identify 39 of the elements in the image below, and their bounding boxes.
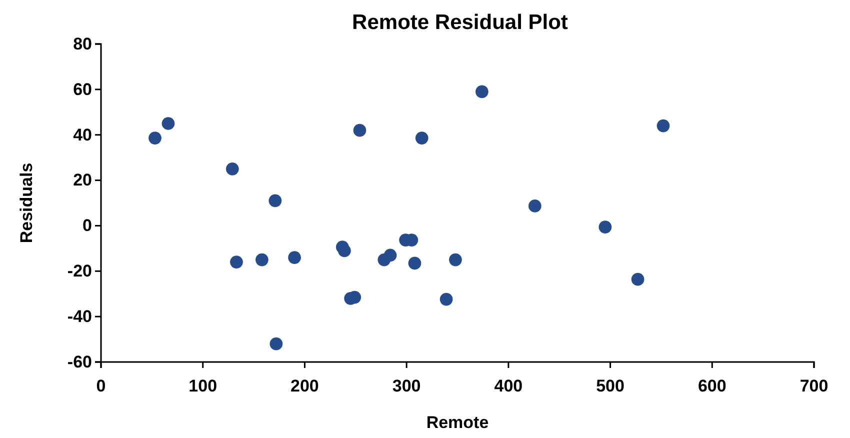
x-tick-label: 700 [800, 376, 828, 396]
y-tick-label: 20 [73, 170, 92, 190]
y-tick-label: -40 [67, 307, 92, 326]
point [528, 200, 542, 212]
y-tick-label: 80 [73, 34, 92, 54]
point [226, 162, 239, 176]
y-tick-label: -60 [67, 352, 92, 372]
x-tick-label: 400 [494, 376, 523, 396]
point [268, 194, 282, 208]
point [476, 85, 488, 98]
x-tick-label: 0 [96, 376, 106, 396]
x-tick-label: 500 [596, 376, 624, 396]
y-tick-label: 0 [82, 216, 92, 236]
y-tick-label: 60 [73, 80, 92, 99]
y-axis-title: Residuals [17, 162, 36, 244]
x-tick-label: 600 [698, 376, 726, 396]
x-tick-label: 100 [188, 376, 218, 396]
point [353, 124, 366, 137]
point [230, 256, 243, 268]
point [408, 256, 422, 270]
point [288, 251, 301, 264]
point [162, 117, 175, 130]
point [656, 119, 670, 132]
x-axis-title: Remote [426, 413, 489, 432]
chart-title: Remote Residual Plot [352, 11, 568, 34]
point [148, 132, 162, 144]
x-tick-label: 200 [290, 376, 319, 396]
point [631, 272, 644, 286]
point [449, 253, 462, 266]
y-tick-label: 40 [73, 125, 92, 144]
point [384, 248, 397, 262]
y-tick-label: -20 [67, 262, 92, 281]
x-tick-label: 300 [392, 376, 421, 396]
point [256, 253, 268, 266]
point [338, 244, 351, 258]
point [270, 337, 283, 350]
point [440, 292, 453, 306]
point [415, 132, 428, 144]
point [598, 220, 612, 234]
